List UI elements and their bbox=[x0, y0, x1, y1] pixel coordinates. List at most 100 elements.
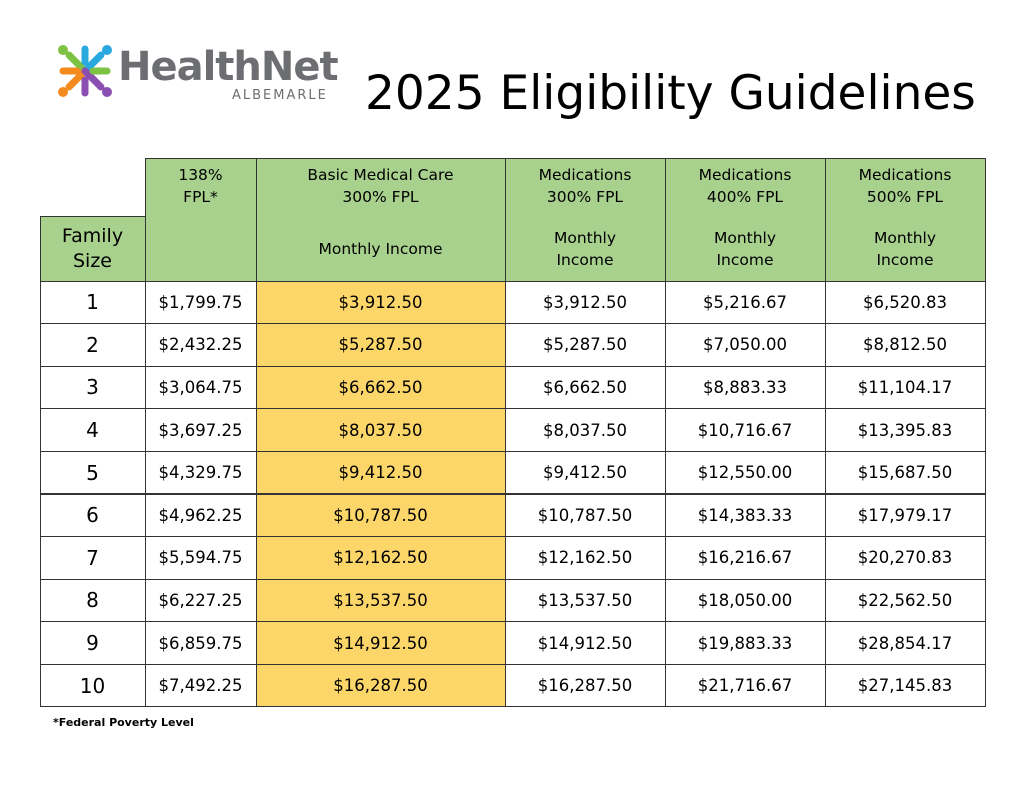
cell-text: 7 bbox=[86, 545, 99, 570]
income-cell: $14,912.50 bbox=[504, 621, 666, 665]
cell-text: $5,594.75 bbox=[158, 548, 243, 568]
income-cell: $10,716.67 bbox=[664, 408, 826, 452]
income-cell: $13,395.83 bbox=[824, 408, 986, 452]
cell-text: $3,697.25 bbox=[158, 420, 243, 440]
family-size-cell: 8 bbox=[39, 578, 146, 623]
column-header: Medications 300% FPL Monthly Income bbox=[504, 157, 666, 282]
column-subtitle: Income bbox=[876, 250, 934, 269]
cell-text: 4 bbox=[86, 418, 99, 443]
cell-text: $3,912.50 bbox=[338, 292, 423, 312]
income-cell: $27,145.83 bbox=[824, 663, 986, 708]
income-cell: $2,432.25 bbox=[144, 323, 257, 367]
logo-icon bbox=[58, 45, 112, 97]
income-cell: $14,383.33 bbox=[664, 493, 826, 538]
cell-text: $6,662.50 bbox=[543, 377, 627, 397]
brand: HealthNet bbox=[118, 44, 339, 90]
cell-text: $13,537.50 bbox=[537, 590, 633, 610]
cell-text: $2,432.25 bbox=[158, 335, 243, 355]
cell-text: $7,050.00 bbox=[703, 335, 787, 355]
column-header: Medications 400% FPL Monthly Income bbox=[664, 157, 826, 282]
cell-text: $21,716.67 bbox=[697, 676, 793, 696]
cell-text: $5,287.50 bbox=[338, 335, 423, 355]
cell-text: $6,859.75 bbox=[158, 633, 243, 653]
income-cell: $5,287.50 bbox=[255, 323, 506, 367]
cell-text: 1 bbox=[86, 290, 99, 315]
cell-text: $16,216.67 bbox=[697, 548, 793, 568]
income-cell: $8,812.50 bbox=[824, 323, 986, 367]
cell-text: $8,812.50 bbox=[863, 335, 947, 355]
cell-text: $6,227.25 bbox=[158, 590, 243, 610]
income-cell: $9,412.50 bbox=[255, 450, 506, 495]
income-cell: $16,287.50 bbox=[255, 663, 506, 708]
income-cell: $8,037.50 bbox=[255, 408, 506, 452]
cell-text: 3 bbox=[86, 375, 99, 400]
income-cell: $16,287.50 bbox=[504, 663, 666, 708]
cell-text: $6,662.50 bbox=[338, 377, 423, 397]
income-cell: $12,162.50 bbox=[504, 536, 666, 580]
family-size-cell: 10 bbox=[39, 663, 146, 708]
family-size-cell: 1 bbox=[39, 280, 146, 325]
cell-text: $12,550.00 bbox=[697, 463, 793, 483]
column-title: 138% bbox=[178, 165, 223, 184]
family-size-cell: 6 bbox=[39, 493, 146, 538]
cell-text: $6,520.83 bbox=[863, 292, 947, 312]
income-cell: $3,912.50 bbox=[504, 280, 666, 325]
brand-sub: ALBEMARLE bbox=[232, 88, 328, 103]
cell-text: $10,716.67 bbox=[697, 420, 793, 440]
cell-text: $8,883.33 bbox=[703, 377, 787, 397]
income-cell: $8,883.33 bbox=[664, 365, 826, 410]
cell-text: $10,787.50 bbox=[333, 505, 428, 525]
cell-text: $14,912.50 bbox=[537, 633, 633, 653]
income-cell: $3,912.50 bbox=[255, 280, 506, 325]
income-cell: $6,227.25 bbox=[144, 578, 257, 623]
income-cell: $28,854.17 bbox=[824, 621, 986, 665]
income-cell: $15,687.50 bbox=[824, 450, 986, 495]
income-cell: $12,550.00 bbox=[664, 450, 826, 495]
family-size-header: Family Size bbox=[39, 215, 146, 282]
income-cell: $6,520.83 bbox=[824, 280, 986, 325]
cell-text: $27,145.83 bbox=[857, 676, 953, 696]
cell-text: $14,383.33 bbox=[697, 505, 793, 525]
column-header: Basic Medical Care 300% FPL Monthly Income bbox=[255, 157, 506, 282]
cell-text: $9,412.50 bbox=[543, 463, 627, 483]
cell-text: $20,270.83 bbox=[857, 548, 953, 568]
income-cell: $6,662.50 bbox=[504, 365, 666, 410]
column-subtitle: Income bbox=[716, 250, 774, 269]
header-text: Size bbox=[72, 249, 112, 272]
column-header: 138% FPL* bbox=[144, 157, 257, 282]
income-cell: $22,562.50 bbox=[824, 578, 986, 623]
income-cell: $18,050.00 bbox=[664, 578, 826, 623]
column-subtitle: Monthly Income bbox=[318, 239, 443, 258]
title: 2025 Eligibility Guidelines bbox=[365, 66, 976, 121]
income-cell: $3,697.25 bbox=[144, 408, 257, 452]
income-cell: $17,979.17 bbox=[824, 493, 986, 538]
income-cell: $4,329.75 bbox=[144, 450, 257, 495]
column-title: FPL* bbox=[183, 187, 218, 206]
income-cell: $5,287.50 bbox=[504, 323, 666, 367]
cell-text: $15,687.50 bbox=[857, 463, 953, 483]
cell-text: $1,799.75 bbox=[158, 292, 243, 312]
income-cell: $6,859.75 bbox=[144, 621, 257, 665]
cell-text: $10,787.50 bbox=[537, 505, 633, 525]
cell-text: $5,216.67 bbox=[703, 292, 787, 312]
income-cell: $12,162.50 bbox=[255, 536, 506, 580]
cell-text: $14,912.50 bbox=[333, 633, 428, 653]
income-cell: $13,537.50 bbox=[255, 578, 506, 623]
income-cell: $11,104.17 bbox=[824, 365, 986, 410]
cell-text: $8,037.50 bbox=[543, 420, 627, 440]
family-size-cell: 2 bbox=[39, 323, 146, 367]
column-title: 300% FPL bbox=[546, 187, 624, 206]
cell-text: $4,329.75 bbox=[158, 463, 243, 483]
income-cell: $7,492.25 bbox=[144, 663, 257, 708]
column-header: Medications 500% FPL Monthly Income bbox=[824, 157, 986, 282]
income-cell: $14,912.50 bbox=[255, 621, 506, 665]
cell-text: $8,037.50 bbox=[338, 420, 423, 440]
cell-text: $17,979.17 bbox=[857, 505, 953, 525]
income-cell: $5,594.75 bbox=[144, 536, 257, 580]
cell-text: 2 bbox=[86, 332, 99, 357]
column-title: Medications bbox=[538, 165, 632, 184]
cell-text: $13,537.50 bbox=[333, 590, 428, 610]
income-cell: $21,716.67 bbox=[664, 663, 826, 708]
income-cell: $9,412.50 bbox=[504, 450, 666, 495]
cell-text: $18,050.00 bbox=[697, 590, 793, 610]
